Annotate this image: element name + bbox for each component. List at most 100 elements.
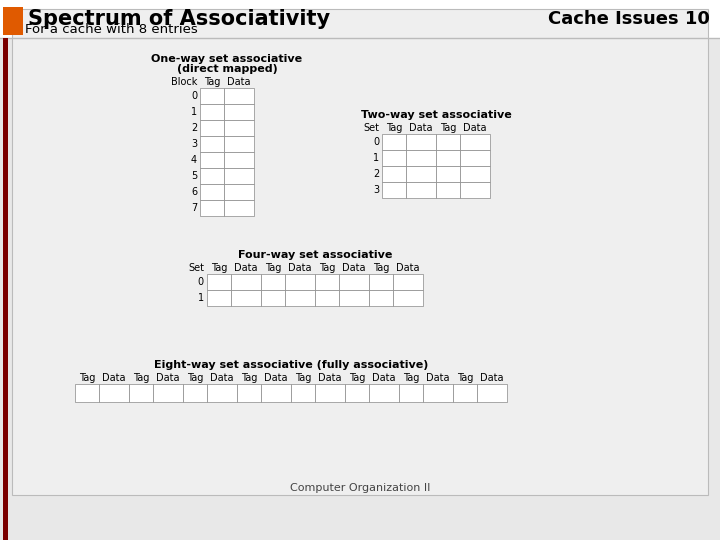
Bar — [285, 274, 315, 290]
Text: 0: 0 — [373, 137, 379, 147]
Bar — [315, 274, 339, 290]
Bar — [224, 136, 254, 152]
Text: Data: Data — [288, 263, 312, 273]
Bar — [200, 168, 224, 184]
Text: Data: Data — [264, 373, 288, 383]
Text: Block: Block — [171, 77, 197, 87]
Bar — [75, 384, 99, 402]
Bar — [406, 182, 436, 198]
Text: Data: Data — [426, 373, 450, 383]
Bar — [207, 290, 231, 306]
Bar — [200, 104, 224, 120]
Bar — [200, 88, 224, 104]
Bar — [460, 166, 490, 182]
Bar — [224, 168, 254, 184]
Bar — [460, 150, 490, 166]
Text: Tag: Tag — [373, 263, 390, 273]
Text: For a cache with 8 entries: For a cache with 8 entries — [25, 23, 198, 36]
Bar — [291, 384, 315, 402]
Text: Eight-way set associative (fully associative): Eight-way set associative (fully associa… — [154, 360, 428, 370]
Bar — [315, 384, 345, 402]
Bar — [393, 274, 423, 290]
Bar — [382, 182, 406, 198]
Bar — [382, 150, 406, 166]
Bar — [224, 104, 254, 120]
Bar — [393, 290, 423, 306]
Text: Data: Data — [342, 263, 366, 273]
Bar — [200, 136, 224, 152]
Bar — [224, 152, 254, 168]
Bar — [477, 384, 507, 402]
Bar — [200, 184, 224, 200]
Bar — [423, 384, 453, 402]
Bar — [399, 384, 423, 402]
Text: Tag: Tag — [211, 263, 228, 273]
Bar — [224, 88, 254, 104]
Bar — [345, 384, 369, 402]
Bar — [315, 290, 339, 306]
Bar — [3, 7, 23, 35]
Text: Data: Data — [228, 77, 251, 87]
Text: 4: 4 — [191, 155, 197, 165]
Text: Tag: Tag — [265, 263, 282, 273]
Text: Data: Data — [102, 373, 126, 383]
Bar — [0, 0, 720, 38]
Bar — [436, 150, 460, 166]
Text: 6: 6 — [191, 187, 197, 197]
Bar — [200, 120, 224, 136]
Text: Tag: Tag — [186, 373, 203, 383]
Bar — [460, 182, 490, 198]
Text: Tag: Tag — [456, 373, 473, 383]
Text: 0: 0 — [191, 91, 197, 101]
Text: Tag: Tag — [440, 123, 456, 133]
Text: 3: 3 — [191, 139, 197, 149]
Text: Four-way set associative: Four-way set associative — [238, 250, 392, 260]
Bar — [339, 274, 369, 290]
Bar — [406, 134, 436, 150]
Bar — [207, 384, 237, 402]
Bar — [261, 290, 285, 306]
Text: Data: Data — [234, 263, 258, 273]
Text: Tag: Tag — [78, 373, 95, 383]
Bar — [200, 200, 224, 216]
Text: 5: 5 — [191, 171, 197, 181]
Text: 1: 1 — [191, 107, 197, 117]
Text: Tag: Tag — [204, 77, 220, 87]
Bar — [231, 274, 261, 290]
Bar — [224, 120, 254, 136]
Text: 0: 0 — [198, 277, 204, 287]
Text: Tag: Tag — [240, 373, 257, 383]
Text: (direct mapped): (direct mapped) — [176, 64, 277, 74]
Text: Data: Data — [409, 123, 433, 133]
Bar — [224, 184, 254, 200]
Text: Data: Data — [372, 373, 396, 383]
Bar — [460, 134, 490, 150]
Text: 7: 7 — [191, 203, 197, 213]
Text: 1: 1 — [373, 153, 379, 163]
Text: Cache Issues 10: Cache Issues 10 — [548, 10, 710, 28]
Bar — [382, 134, 406, 150]
Text: 2: 2 — [373, 169, 379, 179]
Text: Data: Data — [480, 373, 504, 383]
Bar — [369, 384, 399, 402]
Text: Tag: Tag — [294, 373, 311, 383]
Text: Computer Organization II: Computer Organization II — [290, 483, 430, 493]
Bar — [261, 274, 285, 290]
Bar — [3, 38, 8, 540]
Bar — [207, 274, 231, 290]
Bar — [382, 166, 406, 182]
Text: One-way set associative: One-way set associative — [151, 54, 302, 64]
Bar — [406, 166, 436, 182]
Bar — [369, 274, 393, 290]
Text: Data: Data — [318, 373, 342, 383]
Bar — [200, 152, 224, 168]
Text: 1: 1 — [198, 293, 204, 303]
Bar — [285, 290, 315, 306]
Text: Set: Set — [188, 263, 204, 273]
Bar — [436, 182, 460, 198]
Bar — [436, 166, 460, 182]
Bar — [261, 384, 291, 402]
Text: Data: Data — [210, 373, 234, 383]
Bar — [129, 384, 153, 402]
Bar — [99, 384, 129, 402]
